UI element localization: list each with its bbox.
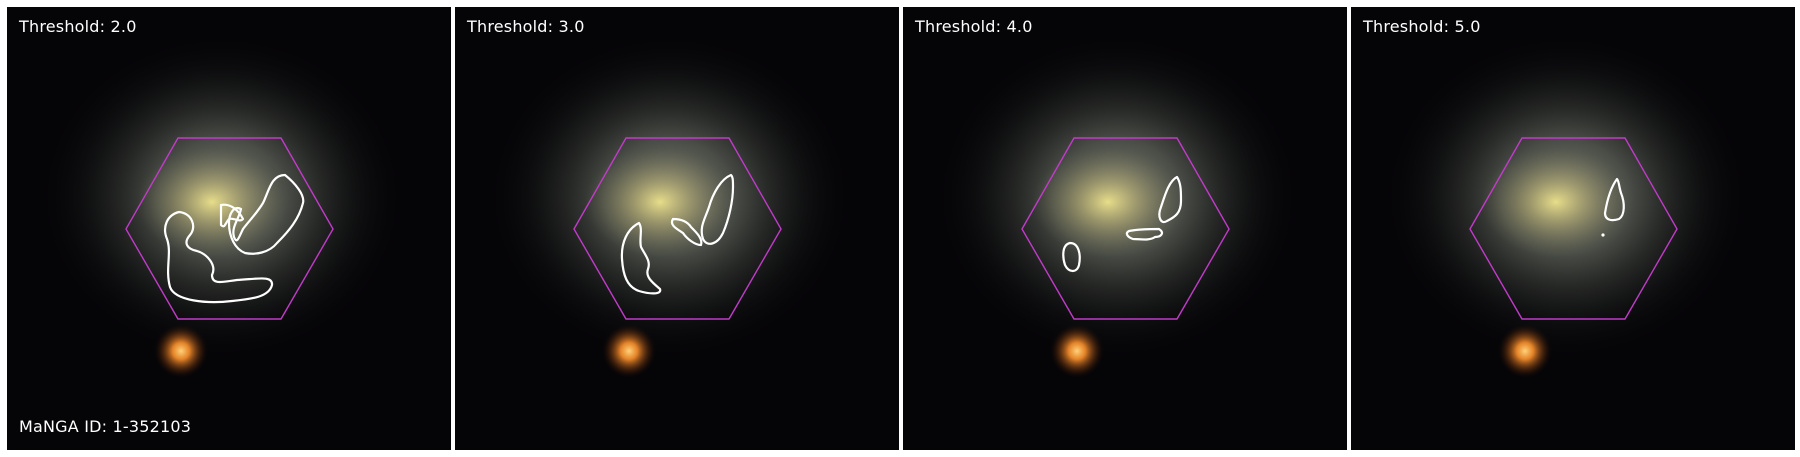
panel-threshold-3: Threshold: 3.0 [455,7,899,450]
contour-line [1603,177,1625,222]
galaxy-image [7,7,451,450]
hexagon-footprint [1469,137,1678,320]
panel-threshold-4: Threshold: 4.0 [903,7,1347,450]
contour-dot [1601,233,1605,237]
manga-id-label: MaNGA ID: 1-352103 [19,417,192,436]
panel-threshold-5: Threshold: 5.0 [1351,7,1795,450]
hexagon-footprint [1021,137,1230,320]
galaxy-image [1351,7,1795,450]
overlay [125,137,334,320]
contour-line [700,173,735,245]
contour-line [1158,175,1183,224]
threshold-label: Threshold: 3.0 [467,17,585,36]
overlay [1021,137,1230,320]
contour-line [163,210,274,304]
hexagon-footprint [573,137,782,320]
threshold-label: Threshold: 4.0 [915,17,1033,36]
contour-line [1125,227,1164,241]
panel-threshold-2: Threshold: 2.0 MaNGA ID: 1-352103 [7,7,451,450]
contour-line [1062,241,1081,273]
contour-line [219,203,245,228]
contour-line [620,221,662,295]
threshold-label: Threshold: 5.0 [1363,17,1481,36]
overlay [573,137,782,320]
contour-line [227,173,305,255]
hexagon-footprint [125,137,334,320]
contour-line [670,217,703,247]
threshold-label: Threshold: 2.0 [19,17,137,36]
overlay [1469,137,1678,320]
